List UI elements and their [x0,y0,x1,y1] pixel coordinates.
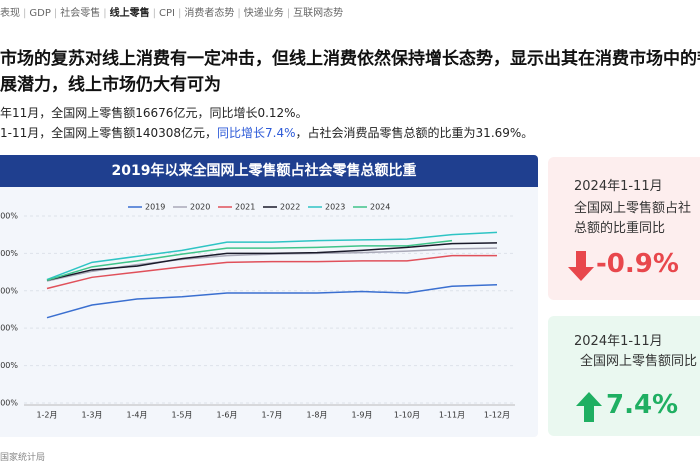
nav-item: CPI [158,8,175,19]
kpi-card: 2024年1-11月全国网上零售额占社 总额的比重同比 -0.9% [548,157,700,300]
y-tick-label: 25.00% [0,286,18,295]
headline: 展潜力，线上市场仍大有可为 [0,75,221,95]
x-tick-label: 1-6月 [216,411,237,420]
nav-item: 消费者态势 [184,8,235,19]
nav-item: GDP [29,8,51,19]
kpi-period: 2024年1-11月 [574,179,663,194]
bullet-text: 年11月，全国网上零售额16676亿元，同比增长0.12%。 [0,106,308,120]
kpi-text: 全国网上零售额占社 [574,201,692,216]
chart: 10.00% 15.00% 20.00% 25.00% 30.00% 35.00% 1-2月… [0,203,515,420]
x-tick-label: 1-7月 [261,411,282,420]
bullet: 年11月，全国网上零售额16676亿元，同比增长0.12%。 [0,104,308,121]
nav-bar: 表现 | GDP | 社会零售 | 线上零售 | CPI | 消费者态势 | 快递业务 | 互联网态势 [0,8,344,19]
x-tick-label: 1-11月 [439,411,465,420]
legend-label: 2019 [145,203,165,212]
chart-card [0,155,538,437]
bullet-highlight: 同比增长7.4% [217,126,296,140]
x-tick-label: 1-2月 [36,411,57,420]
legend-label: 2023 [325,203,345,212]
chart-title: 2019年以来全国网上零售额占社会零售总额比重 [0,155,538,187]
legend-label: 2020 [190,203,210,212]
bullet-text: ，占社会消费品零售总额的比重为31.69%。 [295,126,534,140]
kpi-value: -0.9% [596,249,679,279]
nav-item: 表现 [0,8,20,19]
kpi-text: 总额的比重同比 [574,221,666,236]
legend-label: 2021 [235,203,255,212]
up-arrow [576,392,602,422]
y-tick-label: 15.00% [0,361,18,370]
x-tick-label: 1-12月 [484,411,510,420]
bullet: 1-11月，全国网上零售额140308亿元，同比增长7.4%，占社会消费品零售总… [0,124,533,141]
down-arrow [568,251,594,281]
legend-label: 2024 [370,203,390,212]
kpi-card: 2024年1-11月全国网上零售额同比 7.4% [548,316,700,436]
nav-item: 快递业务 [243,8,284,19]
x-tick-label: 1-4月 [126,411,147,420]
kpi-value: 7.4% [606,390,679,420]
series-line [46,242,498,282]
legend-label: 2022 [280,203,300,212]
nav-item: 互联网态势 [293,8,344,19]
series-line [46,254,497,290]
series-line [46,231,498,281]
source: 国家统计局 [0,453,46,463]
series-line [46,239,453,282]
x-tick-label: 1-8月 [306,411,327,420]
y-tick-label: 35.00% [0,211,18,220]
x-tick-label: 1-5月 [171,411,192,420]
bullet-text: 1-11月，全国网上零售额140308亿元， [0,126,218,140]
y-tick-label: 10.00% [0,399,18,408]
y-tick-label: 30.00% [0,249,18,258]
nav-item: 社会零售 [60,8,101,19]
headline: 市场的复苏对线上消费有一定冲击，但线上消费依然保持增长态势，显示出其在消费市场中… [0,49,700,69]
y-tick-label: 20.00% [0,324,18,333]
nav-item: 线上零售 [109,8,150,19]
x-tick-label: 1-10月 [394,411,420,420]
series-line [46,284,498,319]
kpi-period: 2024年1-11月 [574,334,663,349]
x-tick-label: 1-3月 [81,411,102,420]
kpi-text: 全国网上零售额同比 [580,354,698,369]
x-tick-label: 1-9月 [351,411,372,420]
